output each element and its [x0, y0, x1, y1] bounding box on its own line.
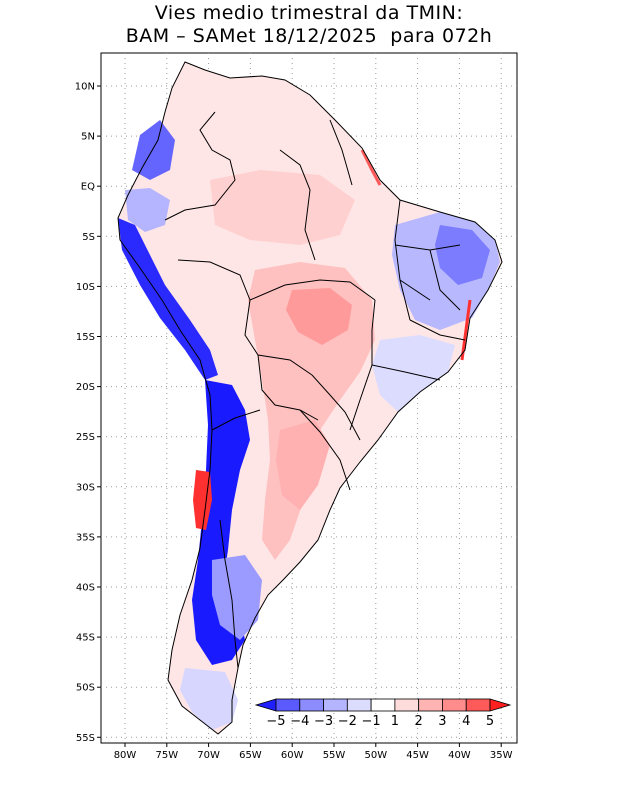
cold-andes-north [118, 218, 218, 380]
colorbar-swatch [275, 698, 301, 712]
cold-chile [192, 380, 250, 665]
lon-tick-label: 60W [281, 750, 304, 761]
lat-tick-label: 10N [75, 82, 95, 93]
mild-cold-patagonia [212, 555, 262, 640]
colorbar: −5 −4 −3 −2 −1 1 2 3 4 5 [254, 698, 512, 729]
colorbar-label: −1 [362, 714, 381, 729]
lon-tick-label: 45W [406, 750, 429, 761]
colorbar-swatch [346, 698, 372, 712]
lat-tick-label: 55S [76, 733, 95, 744]
lat-tick-label: EQ [81, 182, 95, 193]
colorbar-label: 2 [415, 714, 423, 729]
colorbar-swatch [465, 698, 491, 712]
colorbar-swatch [418, 698, 443, 712]
lon-tick-label: 55W [323, 750, 346, 761]
colorbar-label: 3 [438, 714, 446, 729]
colorbar-swatch [323, 698, 348, 712]
longitude-ticks: 80W 75W 70W 65W 60W 55W 50W 45W 40W 35W [114, 743, 513, 761]
lon-tick-label: 80W [114, 750, 137, 761]
colorbar-swatch [370, 698, 396, 712]
lat-tick-label: 40S [76, 583, 95, 594]
warm-coast-northeast [460, 299, 472, 361]
warm-patch-south [276, 420, 330, 510]
country-borders [117, 61, 503, 735]
colorbar-label: 1 [391, 714, 399, 729]
lon-tick-label: 35W [490, 750, 513, 761]
lat-tick-label: 5S [82, 232, 95, 243]
lon-tick-label: 70W [197, 750, 220, 761]
colorbar-swatch [299, 698, 324, 712]
mild-cold-ecuador [125, 188, 170, 232]
title-line-1: Vies medio trimestral da TMIN: [154, 2, 464, 24]
warm-central-chile-patch [193, 470, 212, 530]
lat-tick-label: 45S [76, 633, 95, 644]
map-title: Vies medio trimestral da TMIN: BAM – SAM… [0, 2, 618, 48]
lat-tick-label: 50S [76, 683, 95, 694]
colorbar-label: 5 [486, 714, 494, 729]
colorbar-max-arrow [489, 698, 512, 712]
slight-cold-tierra-del-fuego [180, 668, 238, 730]
lat-tick-label: 15S [76, 332, 95, 343]
title-line-2: BAM – SAMet 18/12/2025 para 072h [125, 25, 493, 47]
lon-tick-label: 65W [239, 750, 262, 761]
cold-colombia [132, 120, 175, 180]
latitude-ticks: 10N 5N EQ 5S 10S 15S 20S 25S 30S 35S 40S 45S 50S 55S [75, 82, 101, 744]
warm-interior-region [248, 262, 375, 560]
lon-tick-label: 75W [155, 750, 178, 761]
lon-tick-label: 50W [364, 750, 387, 761]
lat-tick-label: 35S [76, 532, 95, 543]
lat-tick-label: 10S [76, 282, 95, 293]
strong-warm-patch-mato-grosso [286, 288, 352, 345]
colorbar-swatch [442, 698, 467, 712]
colorbar-label: 4 [462, 714, 470, 729]
colorbar-label: −3 [314, 714, 333, 729]
lat-tick-label: 25S [76, 432, 95, 443]
lat-tick-label: 30S [76, 482, 95, 493]
lat-tick-label: 20S [76, 382, 95, 393]
colorbar-label: −2 [338, 714, 357, 729]
lon-tick-label: 40W [448, 750, 471, 761]
warm-coast-french-guiana [360, 149, 382, 186]
warm-patch-amazon [210, 170, 355, 245]
colorbar-swatch [394, 698, 420, 712]
colorbar-label: −4 [290, 714, 309, 729]
colorbar-label: −5 [266, 714, 285, 729]
lat-tick-label: 5N [81, 132, 95, 143]
strong-cold-northeast-core [435, 225, 490, 285]
